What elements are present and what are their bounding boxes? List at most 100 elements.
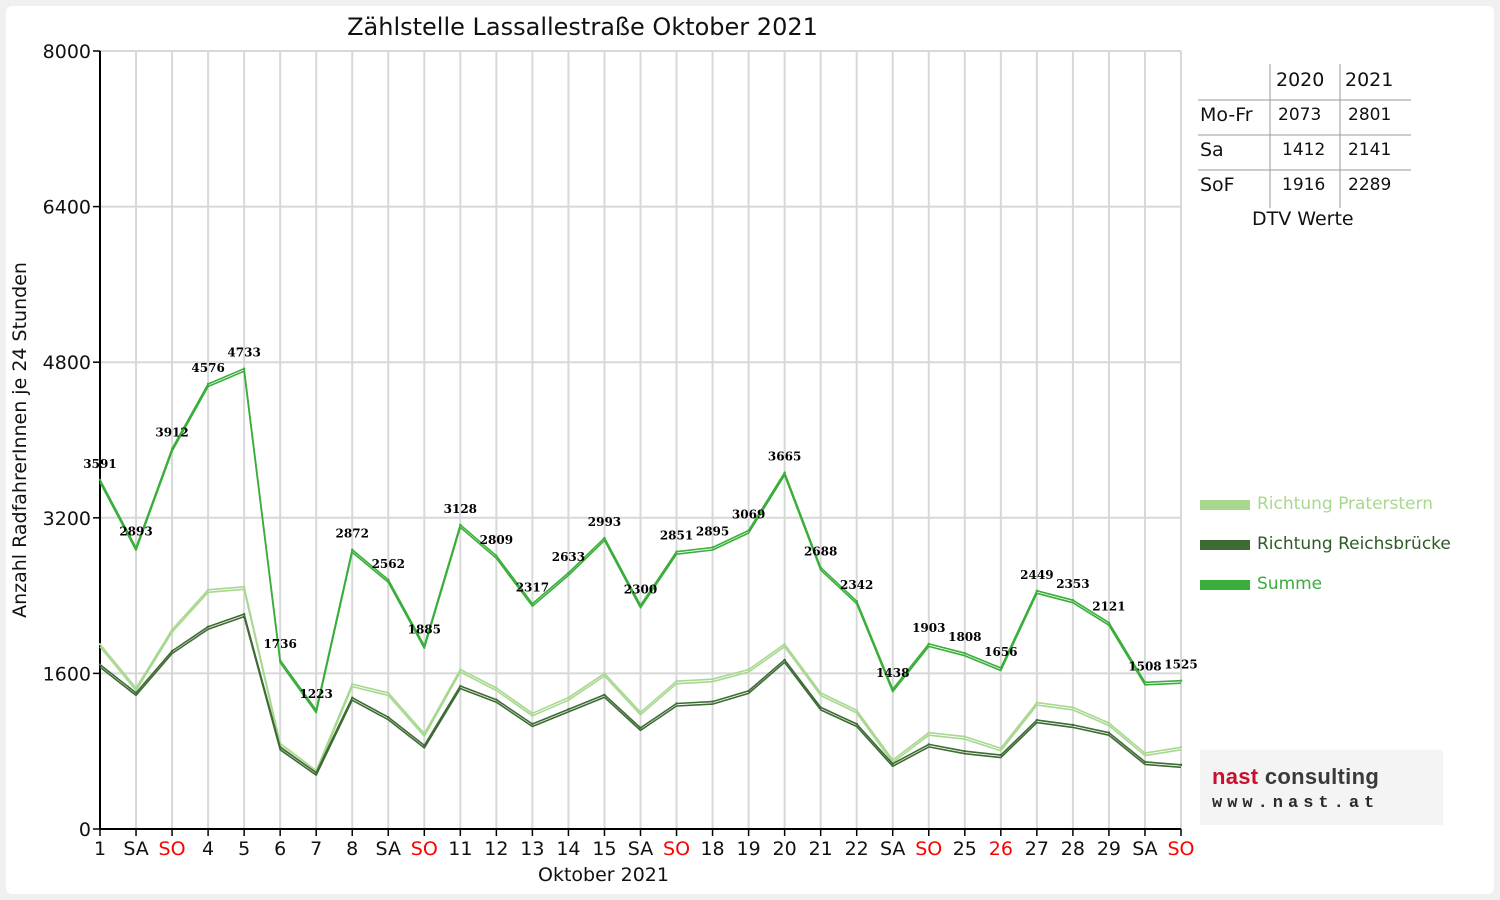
series-point <box>98 478 102 481</box>
dtv-header-2020: 2020 <box>1276 69 1325 91</box>
series-point <box>567 708 570 711</box>
series-point <box>351 696 354 699</box>
y-tick-label: 1600 <box>43 663 91 685</box>
series-point <box>315 771 318 774</box>
x-tick-label: 19 <box>737 838 761 860</box>
data-label: 2342 <box>840 578 873 592</box>
series-point <box>675 679 678 683</box>
dtv-value-2020: 1916 <box>1282 175 1326 195</box>
series-point <box>531 722 534 726</box>
series-point <box>134 546 138 549</box>
data-label: 2893 <box>119 525 152 539</box>
series-point <box>98 643 102 646</box>
x-tick-label: 21 <box>809 838 833 860</box>
series-point <box>351 548 354 551</box>
dtv-value-2021: 2801 <box>1348 105 1392 125</box>
legend-label-summe: Summe <box>1257 574 1323 594</box>
x-tick-label: 4 <box>202 838 214 860</box>
series-line-shadow <box>99 370 1182 714</box>
series-point <box>242 585 246 589</box>
series-point <box>134 691 138 695</box>
nast-consulting-logo: nast consulting www.nast.at <box>1200 750 1443 825</box>
series-point <box>387 715 390 719</box>
series-point <box>891 762 894 766</box>
series-point <box>1035 718 1039 722</box>
data-label: 2633 <box>552 550 585 564</box>
series-point <box>1035 589 1039 593</box>
series-point <box>459 684 462 688</box>
legend-label-reichsbruecke: Richtung Reichsbrücke <box>1257 534 1451 554</box>
series-point <box>1107 731 1111 734</box>
x-tick-label: 8 <box>346 838 358 860</box>
series-point <box>387 691 390 695</box>
data-label: 2809 <box>480 533 513 547</box>
series-point <box>278 746 282 749</box>
x-tick-label: 7 <box>310 838 322 860</box>
series-point <box>855 722 858 726</box>
series-point <box>927 743 930 746</box>
data-label: 4576 <box>191 361 224 375</box>
series-point <box>495 686 498 690</box>
series-point <box>278 658 282 662</box>
x-tick-label: SA <box>628 838 653 860</box>
x-tick-label: 11 <box>448 838 472 860</box>
series-point <box>315 708 318 712</box>
series-point <box>495 698 498 701</box>
dtv-value-2020: 1412 <box>1282 140 1326 160</box>
x-tick-label: SA <box>123 838 148 860</box>
y-tick-label: 6400 <box>43 197 91 219</box>
data-label: 2872 <box>336 527 369 541</box>
series-point <box>495 554 498 558</box>
series-point <box>999 747 1003 750</box>
dtv-row-label: Mo-Fr <box>1200 104 1253 126</box>
x-tick-label: 15 <box>592 838 616 860</box>
series-point <box>891 687 894 691</box>
series-point <box>1143 760 1147 764</box>
data-label: 2300 <box>624 582 657 596</box>
x-tick-label: 25 <box>953 838 977 860</box>
series-point <box>242 367 246 370</box>
series-point <box>387 578 390 582</box>
data-label: 1438 <box>876 666 909 680</box>
series-point <box>170 649 174 653</box>
series-point <box>999 753 1003 757</box>
series-point <box>747 529 750 532</box>
data-label: 2449 <box>1020 568 1053 582</box>
series-line-shadow <box>99 615 1182 776</box>
series-point <box>819 691 822 695</box>
series-point <box>459 523 462 527</box>
series-point <box>1071 723 1075 727</box>
series-point <box>459 668 462 671</box>
dtv-row-sa: Sa 1412 2141 <box>1197 133 1412 168</box>
logo-name-part1: nast <box>1212 764 1259 789</box>
y-tick-label: 4800 <box>43 352 91 374</box>
series-point <box>206 588 210 591</box>
legend-item-summe: Summe <box>1200 574 1500 596</box>
x-tick-label: 13 <box>520 838 544 860</box>
dtv-row-label: SoF <box>1200 174 1235 196</box>
dtv-header-2021: 2021 <box>1345 69 1394 91</box>
data-label: 3912 <box>155 426 188 440</box>
series-point <box>134 686 138 690</box>
legend-item-reichsbruecke: Richtung Reichsbrücke <box>1200 534 1500 556</box>
dtv-row-sof: SoF 1916 2289 <box>1197 168 1412 203</box>
x-axis-label: Oktober 2021 <box>538 864 669 886</box>
y-axis-label: Anzahl RadfahrerInnen je 24 Stunden <box>9 262 31 618</box>
series-point <box>639 604 642 607</box>
series-point <box>963 651 966 655</box>
y-tick-label: 8000 <box>43 41 91 63</box>
series-point <box>1071 598 1075 602</box>
series-point <box>639 711 642 714</box>
series-point <box>531 602 534 605</box>
dtv-value-2021: 2289 <box>1348 175 1392 195</box>
x-tick-label: 28 <box>1061 838 1085 860</box>
series-point <box>819 566 822 569</box>
series-point <box>170 628 174 631</box>
y-tick-label: 3200 <box>43 508 91 530</box>
data-label: 1736 <box>263 637 296 651</box>
dtv-caption: DTV Werte <box>1252 208 1354 230</box>
series-point <box>1143 751 1147 755</box>
series-point <box>891 758 894 762</box>
x-tick-label: SO <box>915 838 942 860</box>
